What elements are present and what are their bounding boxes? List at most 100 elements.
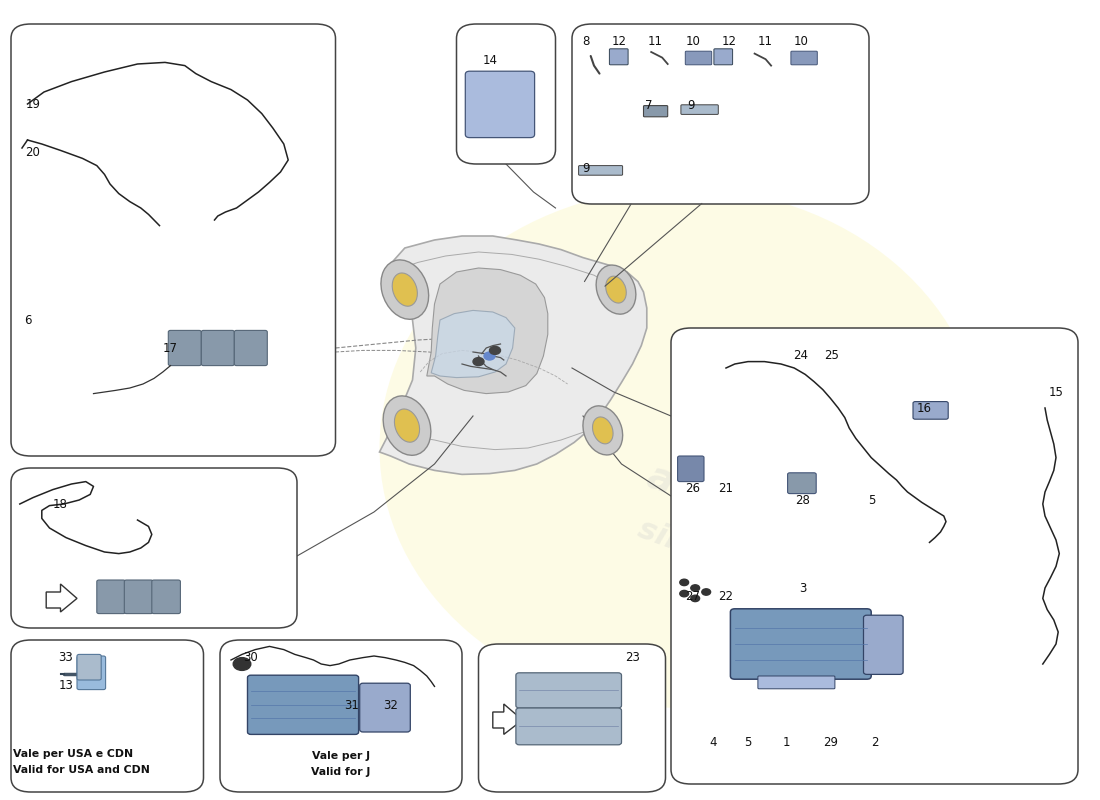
Text: 10: 10 (793, 35, 808, 48)
Text: 27: 27 (685, 590, 701, 602)
Text: 33: 33 (58, 651, 74, 664)
FancyBboxPatch shape (685, 51, 712, 65)
Circle shape (490, 346, 500, 354)
FancyBboxPatch shape (913, 402, 948, 419)
Text: 31: 31 (344, 699, 360, 712)
Text: 3: 3 (800, 582, 806, 594)
Text: 4: 4 (710, 736, 716, 749)
FancyBboxPatch shape (11, 468, 297, 628)
Text: 1: 1 (783, 736, 790, 749)
FancyBboxPatch shape (77, 654, 101, 680)
Text: 21: 21 (718, 482, 734, 494)
Polygon shape (431, 310, 515, 378)
Text: 25: 25 (824, 350, 839, 362)
Polygon shape (46, 584, 77, 612)
FancyBboxPatch shape (609, 49, 628, 65)
Text: 14: 14 (483, 54, 498, 66)
Circle shape (233, 658, 251, 670)
FancyBboxPatch shape (11, 24, 336, 456)
FancyBboxPatch shape (516, 708, 622, 745)
Text: 11: 11 (758, 35, 773, 48)
Text: 11: 11 (648, 35, 663, 48)
Text: 10: 10 (685, 35, 701, 48)
FancyBboxPatch shape (11, 640, 204, 792)
Text: 20: 20 (25, 146, 41, 158)
FancyBboxPatch shape (516, 673, 622, 708)
Ellipse shape (593, 417, 613, 444)
FancyBboxPatch shape (478, 644, 666, 792)
Text: 9: 9 (688, 99, 694, 112)
Polygon shape (427, 268, 548, 394)
Text: Valid for USA and CDN: Valid for USA and CDN (13, 765, 150, 774)
FancyBboxPatch shape (152, 580, 180, 614)
FancyBboxPatch shape (714, 49, 733, 65)
FancyBboxPatch shape (456, 24, 556, 164)
Circle shape (680, 590, 689, 597)
Circle shape (702, 589, 711, 595)
FancyBboxPatch shape (77, 656, 106, 690)
Text: 18: 18 (53, 498, 68, 510)
Circle shape (691, 595, 700, 602)
Ellipse shape (381, 260, 429, 319)
Text: 17: 17 (163, 342, 178, 354)
FancyBboxPatch shape (644, 106, 668, 117)
Text: 12: 12 (722, 35, 737, 48)
Text: eurion: eurion (693, 391, 891, 505)
Text: since 1985: since 1985 (635, 514, 817, 606)
Polygon shape (379, 236, 647, 474)
Ellipse shape (393, 273, 417, 306)
Text: 5: 5 (869, 494, 876, 506)
Text: 8: 8 (583, 35, 590, 48)
Text: 23: 23 (625, 651, 640, 664)
FancyBboxPatch shape (791, 51, 817, 65)
FancyBboxPatch shape (864, 615, 903, 674)
Text: Vale per J: Vale per J (312, 751, 370, 761)
Ellipse shape (395, 409, 419, 442)
Text: 19: 19 (25, 98, 41, 110)
Text: 5: 5 (745, 736, 751, 749)
Text: 28: 28 (795, 494, 811, 506)
FancyBboxPatch shape (465, 71, 535, 138)
FancyBboxPatch shape (220, 640, 462, 792)
Text: 30: 30 (243, 651, 258, 664)
Text: 2: 2 (871, 736, 878, 749)
FancyBboxPatch shape (201, 330, 234, 366)
FancyBboxPatch shape (97, 580, 125, 614)
Text: 6: 6 (24, 314, 31, 326)
Text: 15: 15 (1048, 386, 1064, 398)
Ellipse shape (379, 188, 984, 708)
Text: autoparts: autoparts (641, 458, 855, 566)
FancyBboxPatch shape (758, 676, 835, 689)
FancyBboxPatch shape (788, 473, 816, 494)
Text: 32: 32 (383, 699, 398, 712)
FancyBboxPatch shape (678, 456, 704, 482)
Polygon shape (493, 704, 522, 734)
Text: Vale per USA e CDN: Vale per USA e CDN (13, 749, 133, 758)
FancyBboxPatch shape (360, 683, 410, 732)
FancyBboxPatch shape (124, 580, 153, 614)
FancyBboxPatch shape (168, 330, 201, 366)
Text: 16: 16 (916, 402, 932, 414)
Text: Valid for J: Valid for J (311, 767, 371, 777)
Text: 26: 26 (685, 482, 701, 494)
Text: 22: 22 (718, 590, 734, 602)
Ellipse shape (596, 265, 636, 314)
Text: 12: 12 (612, 35, 627, 48)
FancyBboxPatch shape (579, 166, 623, 175)
Text: 24: 24 (793, 350, 808, 362)
Circle shape (484, 352, 495, 360)
Circle shape (473, 358, 484, 366)
FancyBboxPatch shape (248, 675, 359, 734)
FancyBboxPatch shape (572, 24, 869, 204)
FancyBboxPatch shape (671, 328, 1078, 784)
FancyBboxPatch shape (681, 105, 718, 114)
Text: 9: 9 (583, 162, 590, 174)
Ellipse shape (583, 406, 623, 455)
FancyBboxPatch shape (730, 609, 871, 679)
Ellipse shape (383, 396, 431, 455)
Ellipse shape (606, 276, 626, 303)
Text: 7: 7 (646, 99, 652, 112)
Text: 13: 13 (58, 679, 74, 692)
Circle shape (680, 579, 689, 586)
Text: 29: 29 (823, 736, 838, 749)
